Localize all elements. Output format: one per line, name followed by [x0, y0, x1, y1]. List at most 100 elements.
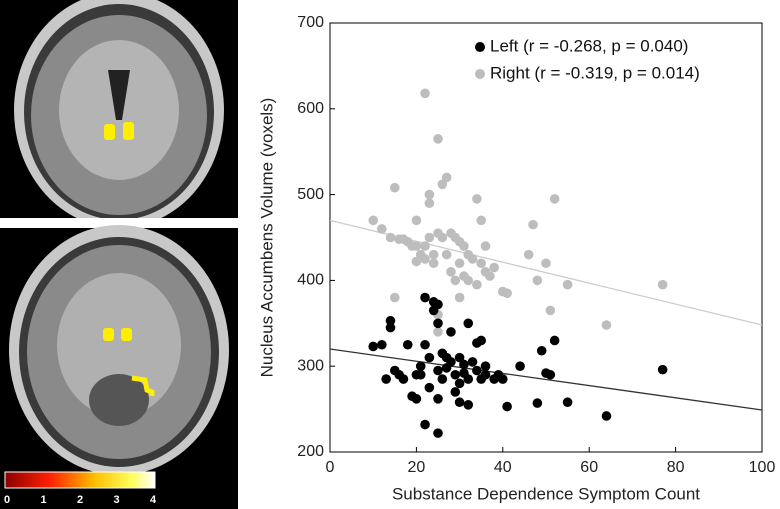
x-axis-label: Substance Dependence Symptom Count [392, 484, 700, 503]
point [515, 361, 525, 372]
x-tick-label: 40 [494, 459, 512, 476]
point [415, 361, 426, 372]
point [601, 411, 612, 421]
point [480, 369, 491, 380]
point [601, 320, 612, 330]
y-tick-label: 400 [297, 272, 324, 289]
x-tick-label: 80 [667, 459, 685, 476]
point [454, 397, 465, 408]
point [480, 361, 491, 372]
point [463, 275, 474, 286]
point [424, 352, 435, 363]
point [420, 419, 430, 430]
point [528, 219, 538, 230]
point [441, 249, 452, 260]
point [428, 258, 439, 269]
point [377, 224, 387, 234]
point [390, 292, 400, 303]
point [433, 365, 443, 376]
point [381, 374, 391, 384]
point [467, 254, 478, 264]
point [463, 318, 474, 329]
point [472, 365, 482, 376]
point [377, 339, 387, 350]
point [562, 397, 573, 408]
point [433, 134, 443, 144]
point [420, 254, 430, 264]
x-tick-label: 20 [408, 459, 426, 476]
colorbar-tick-label: 3 [113, 494, 119, 506]
legend-marker [475, 69, 485, 79]
point [472, 194, 482, 204]
point [545, 305, 556, 316]
colorbar-tick-label: 2 [77, 494, 83, 506]
point [424, 189, 435, 200]
y-axis-label: Nucleus Accumbens Volume (voxels) [257, 98, 276, 378]
y-tick-label: 600 [297, 100, 324, 117]
point [415, 369, 426, 380]
point [532, 275, 543, 286]
point [549, 194, 560, 204]
y-tick-label: 200 [297, 443, 324, 460]
point [467, 357, 478, 367]
point [428, 249, 439, 260]
point [385, 322, 396, 333]
point [385, 232, 396, 243]
point [390, 182, 400, 193]
point [420, 339, 430, 350]
point [454, 258, 465, 269]
point [549, 335, 560, 346]
point [502, 288, 512, 299]
trend-line [329, 348, 763, 411]
point [446, 327, 456, 337]
point [398, 374, 409, 384]
x-tick-label: 60 [580, 459, 598, 476]
colorbar-tick-label: 0 [4, 494, 10, 506]
y-tick-label: 700 [297, 14, 324, 31]
point [476, 215, 487, 226]
point [446, 267, 456, 277]
point [385, 315, 396, 326]
point [463, 400, 474, 410]
point [459, 241, 469, 251]
point [476, 258, 487, 269]
point [420, 88, 430, 99]
point [424, 232, 435, 243]
point [433, 327, 443, 337]
point [433, 299, 443, 310]
point [411, 215, 422, 226]
point [454, 292, 465, 303]
point [437, 374, 448, 384]
point [441, 172, 452, 183]
point [463, 374, 474, 384]
colorbar-tick-label: 1 [40, 494, 46, 506]
y-tick-label: 500 [297, 186, 324, 203]
legend-label: Left (r = -0.268, p = 0.040) [490, 36, 688, 55]
colorbar-tick-label: 4 [150, 494, 157, 506]
point [450, 387, 461, 397]
point [454, 352, 465, 363]
point [541, 258, 551, 269]
point [485, 271, 495, 281]
point [450, 369, 461, 380]
point [433, 394, 443, 404]
point [433, 428, 443, 438]
point [368, 215, 379, 226]
coronal-slice [0, 0, 238, 228]
colorbar [4, 471, 156, 489]
point [402, 339, 413, 350]
point [523, 249, 534, 260]
point [476, 335, 487, 346]
point [480, 241, 491, 251]
point [545, 369, 556, 380]
legend-label: Right (r = -0.319, p = 0.014) [490, 63, 700, 82]
point [433, 318, 443, 329]
point [411, 256, 422, 267]
point [368, 341, 379, 352]
point [489, 262, 499, 273]
point [411, 394, 422, 404]
plot-area [329, 22, 763, 453]
point [424, 382, 435, 393]
